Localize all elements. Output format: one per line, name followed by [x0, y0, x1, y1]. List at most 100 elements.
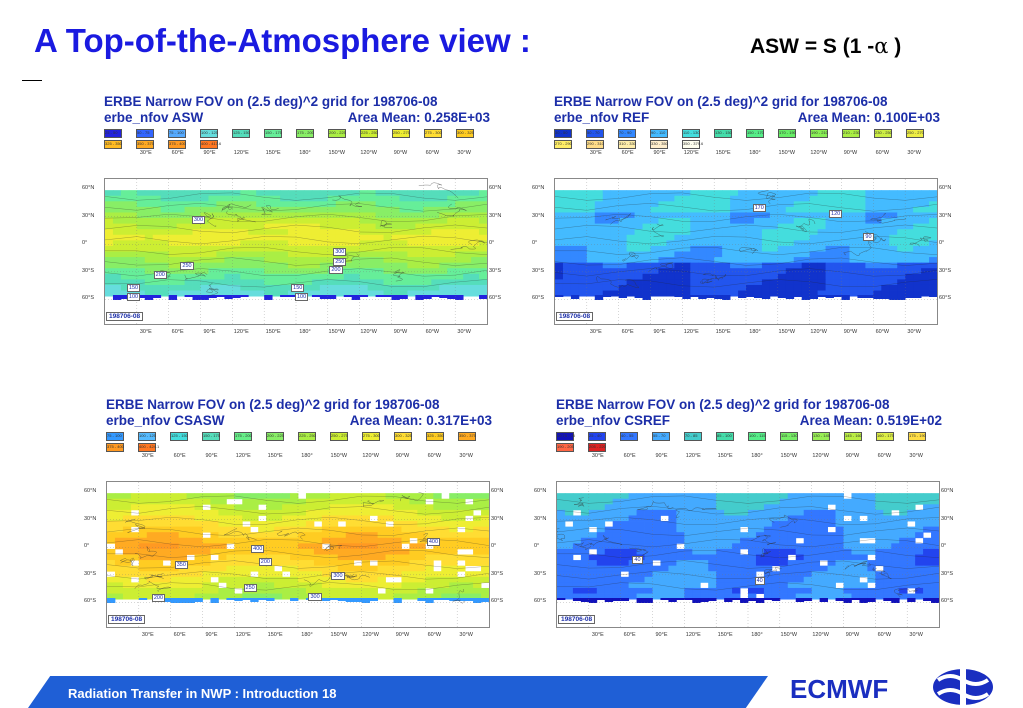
- legend-swatch: [136, 140, 154, 149]
- legend-label: 330 - 350: [651, 141, 668, 146]
- lon-tick-label: 150°W: [780, 632, 798, 638]
- lon-tick-label: 120°E: [233, 150, 249, 156]
- lon-tick-label: 90°W: [845, 632, 860, 638]
- contour-value-label: 150: [126, 283, 141, 292]
- world-map: [556, 481, 940, 628]
- lat-tick-label: 0°: [84, 543, 90, 550]
- contour-value-label: 150: [291, 283, 305, 292]
- lon-tick-label: 90°W: [843, 150, 858, 156]
- legend-label: 300 - 325: [395, 433, 412, 438]
- lon-tick-label: 120°W: [810, 329, 827, 335]
- lat-tick-label: 60°S: [941, 598, 953, 605]
- area-mean-label: Area Mean: 0.519E+02: [799, 413, 942, 428]
- panel-header-line1: ERBE Narrow FOV on (2.5 deg)^2 grid for …: [106, 397, 440, 412]
- lon-tick-label: 150°E: [717, 632, 733, 638]
- legend-label: 200 - 225: [267, 433, 284, 438]
- formula-suffix: ): [888, 35, 902, 58]
- legend-label: 145 - 160: [845, 433, 862, 438]
- lon-tick-label: 90°W: [395, 453, 410, 459]
- lon-tick-label: 30°E: [591, 453, 604, 459]
- lon-tick-label: 120°W: [362, 632, 379, 638]
- legend-label: 50 - 75: [137, 130, 150, 135]
- lat-tick-label: 60°S: [939, 295, 951, 302]
- lat-tick-label: 30°S: [941, 570, 953, 577]
- lon-tick-label: 60°E: [623, 632, 636, 638]
- lon-tick-label: 90°W: [393, 329, 408, 335]
- lon-tick-label: 90°W: [393, 150, 408, 156]
- contour-value-label: 90: [863, 233, 874, 242]
- lon-tick-label: 120°W: [812, 453, 829, 459]
- lon-tick-label: 120°E: [235, 453, 251, 459]
- legend-swatch: [170, 432, 188, 441]
- lon-tick-label: 60°E: [621, 150, 634, 156]
- contour-value-label: 250: [180, 262, 194, 271]
- legend-swatch: [138, 443, 156, 452]
- contour-value-label: 200: [153, 270, 167, 279]
- legend-swatch: [200, 129, 218, 138]
- lon-tick-label: 30°E: [141, 632, 154, 638]
- lon-tick-label: 120°E: [685, 453, 701, 459]
- legend-label: 130 - 145: [813, 433, 830, 438]
- lon-tick-label: 180°: [299, 150, 311, 156]
- legend-swatch: [138, 432, 156, 441]
- lon-tick-label: 30°E: [589, 150, 602, 156]
- lon-tick-label: 30°E: [139, 150, 152, 156]
- legend-label: 25 - 50: [105, 130, 118, 135]
- lat-tick-label: 60°S: [532, 295, 544, 302]
- legend-swatch: [682, 140, 700, 149]
- lon-tick-label: 120°W: [360, 150, 377, 156]
- date-box: 198706-08: [556, 312, 594, 321]
- panel-header-line1: ERBE Narrow FOV on (2.5 deg)^2 grid for …: [104, 94, 438, 109]
- lon-tick-label: 60°E: [173, 632, 186, 638]
- legend-label: 100 - 125: [201, 130, 218, 135]
- legend-label: 350 - 379.6: [683, 141, 704, 146]
- lat-tick-label: 60°N: [491, 488, 504, 495]
- lon-tick-label: 60°E: [173, 453, 186, 459]
- legend-swatch: [106, 443, 124, 452]
- panel-csref: ERBE Narrow FOV on (2.5 deg)^2 grid for …: [534, 395, 953, 645]
- legend-swatch: [650, 129, 668, 138]
- lon-tick-label: 120°W: [360, 329, 377, 335]
- lon-tick-label: 90°E: [655, 632, 668, 638]
- legend-swatch: [330, 432, 348, 441]
- legend-label: 100 - 125: [139, 433, 156, 438]
- lon-tick-label: 90°E: [203, 150, 216, 156]
- legend-swatch: [458, 432, 476, 441]
- legend-swatch: [556, 443, 574, 452]
- lat-tick-label: 60°N: [532, 185, 545, 192]
- legend-label: 40 - 55: [621, 433, 634, 438]
- lon-tick-label: 120°E: [235, 632, 251, 638]
- legend-label: 30 - 50: [555, 130, 568, 135]
- legend-swatch: [556, 432, 574, 441]
- legend-label: 75 - 100: [169, 130, 184, 135]
- color-legend: 25 - 50 50 - 75 75 - 100 100 - 125 125 - 150…: [104, 129, 494, 151]
- legend-label: 375 - 400: [107, 444, 124, 449]
- lon-tick-label: 90°W: [845, 453, 860, 459]
- panel-variable-name: erbe_nfov ASW: [104, 110, 204, 125]
- lon-tick-label: 60°E: [171, 150, 184, 156]
- legend-swatch: [778, 129, 796, 138]
- contour-value-label: 250: [333, 257, 347, 266]
- lon-tick-label: 60°E: [623, 453, 636, 459]
- lat-tick-label: 30°N: [534, 515, 547, 522]
- title-dash: [22, 80, 42, 81]
- legend-swatch: [682, 129, 700, 138]
- lon-tick-label: 90°E: [653, 329, 666, 335]
- world-map: [554, 178, 938, 325]
- legend-label: 275 - 300: [363, 433, 380, 438]
- lat-tick-label: 30°S: [82, 267, 94, 274]
- lon-tick-label: 60°W: [875, 329, 890, 335]
- longitude-axis-top: 30°E 60°E 90°E 120°E 150°E 180° 150°W 120°W 90°W…: [550, 150, 950, 159]
- ecmwf-brand: ECMWF: [790, 674, 889, 704]
- contour-value-label: 400: [426, 537, 441, 546]
- legend-label: 115 - 130: [781, 433, 798, 438]
- legend-swatch: [168, 129, 186, 138]
- legend-swatch: [874, 129, 892, 138]
- contour-value-label: 40: [754, 576, 765, 585]
- longitude-axis-top: 30°E 60°E 90°E 120°E 150°E 180° 150°W 120°W 90°W…: [552, 453, 952, 462]
- legend-label: 230 - 250: [875, 130, 892, 135]
- lon-tick-label: 90°E: [205, 632, 218, 638]
- legend-swatch: [906, 129, 924, 138]
- legend-label: 200 - 225: [329, 130, 346, 135]
- lon-tick-label: 150°E: [265, 150, 281, 156]
